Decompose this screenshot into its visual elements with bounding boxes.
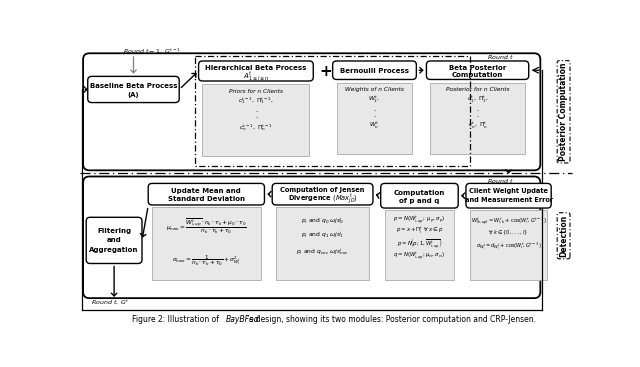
Text: $p_i\ \mathrm{and}\ q_{1}\ \omega js^i_1$: $p_i\ \mathrm{and}\ q_{1}\ \omega js^i_1… bbox=[301, 229, 344, 240]
Text: and: and bbox=[107, 237, 122, 243]
Text: $c_n^{t-1},\ \Pi_n^{t-1}$: $c_n^{t-1},\ \Pi_n^{t-1}$ bbox=[239, 122, 273, 132]
Bar bbox=[152, 207, 260, 280]
Text: Computation: Computation bbox=[394, 190, 445, 196]
Text: $\sigma_{W^t_i}=d_{W^t_i}+\cos(W^t_i,G^{t-1})$: $\sigma_{W^t_i}=d_{W^t_i}+\cos(W^t_i,G^{… bbox=[476, 241, 541, 252]
Text: $p_i\ \mathrm{and}\ q_{0}\ \omega js^i_0$: $p_i\ \mathrm{and}\ q_{0}\ \omega js^i_0… bbox=[301, 215, 344, 226]
Text: .: . bbox=[476, 106, 479, 112]
Text: $q=N(W^t_{i,up};\mu_{ci},\sigma_{ci})$: $q=N(W^t_{i,up};\mu_{ci},\sigma_{ci})$ bbox=[394, 250, 445, 262]
FancyBboxPatch shape bbox=[86, 217, 142, 264]
Bar bbox=[430, 83, 525, 154]
Text: $p_i\ \mathrm{and}\ q_{noc}\ \omega js^i_{noc}$: $p_i\ \mathrm{and}\ q_{noc}\ \omega js^i… bbox=[296, 246, 349, 257]
Text: Computation of Jensen: Computation of Jensen bbox=[280, 187, 365, 193]
Text: BayBFed: BayBFed bbox=[226, 315, 259, 324]
Text: $c^t_1,\ \Pi^t_1,$: $c^t_1,\ \Pi^t_1,$ bbox=[467, 94, 488, 105]
Text: .: . bbox=[255, 107, 257, 113]
Text: Standard Deviation: Standard Deviation bbox=[168, 196, 245, 202]
Text: Baseline Beta Process: Baseline Beta Process bbox=[90, 83, 177, 88]
Text: (A): (A) bbox=[127, 92, 140, 98]
Text: $c^t_n,\ \Pi^t_n$: $c^t_n,\ \Pi^t_n$ bbox=[468, 120, 488, 131]
Text: $W^t_1,$: $W^t_1,$ bbox=[369, 94, 381, 105]
Text: $c_1^{t-1},\ \Pi_1^{t-1},$: $c_1^{t-1},\ \Pi_1^{t-1},$ bbox=[238, 96, 274, 106]
Text: +: + bbox=[319, 64, 332, 79]
Text: $p=x+\Pi^t_i\ \forall\ x\in p$: $p=x+\Pi^t_i\ \forall\ x\in p$ bbox=[396, 226, 444, 236]
Text: $\forall\ k\in\{0,...,l\}$: $\forall\ k\in\{0,...,l\}$ bbox=[488, 229, 529, 237]
Text: Posterior for n Clients: Posterior for n Clients bbox=[446, 87, 509, 92]
FancyBboxPatch shape bbox=[426, 61, 529, 80]
FancyBboxPatch shape bbox=[83, 53, 540, 170]
Text: Posterior Computation: Posterior Computation bbox=[559, 62, 568, 161]
Text: Weights of n Clients: Weights of n Clients bbox=[345, 87, 404, 92]
FancyBboxPatch shape bbox=[148, 184, 264, 205]
Text: $W^t_n$: $W^t_n$ bbox=[369, 120, 380, 131]
FancyBboxPatch shape bbox=[333, 61, 417, 80]
Bar bbox=[385, 210, 454, 280]
Bar bbox=[470, 210, 547, 280]
Text: Computation: Computation bbox=[452, 72, 503, 78]
Text: $p=N\!\left(p;1,\overline{W^t_{i,up}}\right)$: $p=N\!\left(p;1,\overline{W^t_{i,up}}\ri… bbox=[397, 236, 442, 251]
Text: .: . bbox=[373, 112, 376, 118]
Text: $Round\ t,\ G^t$: $Round\ t,\ G^t$ bbox=[91, 299, 130, 307]
Text: $\sigma_{new}=\dfrac{1}{n_k\cdot\tau_k+\tau_0}+\sigma^2_{W_i^t}$: $\sigma_{new}=\dfrac{1}{n_k\cdot\tau_k+\… bbox=[172, 253, 241, 268]
FancyBboxPatch shape bbox=[83, 177, 540, 298]
Text: .: . bbox=[255, 113, 257, 119]
FancyBboxPatch shape bbox=[466, 184, 551, 208]
Text: Figure 2: Illustration of: Figure 2: Illustration of bbox=[132, 315, 221, 324]
FancyBboxPatch shape bbox=[272, 184, 373, 205]
Text: Divergence $(Max^t_{JD})$: Divergence $(Max^t_{JD})$ bbox=[287, 192, 358, 206]
Text: Filtering: Filtering bbox=[97, 228, 131, 234]
Text: $\mu_{new}=\dfrac{\overline{W_{i,up}^t}\cdot n_k\cdot\tau_k+\mu_0\cdot\tau_0}{n_: $\mu_{new}=\dfrac{\overline{W_{i,up}^t}\… bbox=[166, 217, 247, 236]
Bar bbox=[195, 57, 470, 167]
Text: of p and q: of p and q bbox=[399, 198, 440, 204]
Text: $A^t_{1\leq i\leq n}$: $A^t_{1\leq i\leq n}$ bbox=[243, 69, 269, 82]
Text: .: . bbox=[476, 112, 479, 118]
Text: $W^t_{(k,up)}=W^t_{l,k}+\cos(W^t_i,G^{t-1})$: $W^t_{(k,up)}=W^t_{l,k}+\cos(W^t_i,G^{t-… bbox=[471, 216, 547, 228]
Bar bbox=[202, 84, 309, 156]
FancyBboxPatch shape bbox=[381, 184, 458, 208]
Text: Update Mean and: Update Mean and bbox=[172, 188, 241, 194]
Text: Aggregation: Aggregation bbox=[90, 247, 139, 252]
Text: and Measurement Error: and Measurement Error bbox=[465, 197, 552, 203]
Text: $Round\ t$: $Round\ t$ bbox=[487, 177, 514, 185]
Text: $Round\ t-1,\ G^{t-1}$: $Round\ t-1,\ G^{t-1}$ bbox=[123, 47, 180, 55]
Text: .: . bbox=[373, 106, 376, 112]
Bar bbox=[337, 83, 412, 154]
Text: Bernoulli Process: Bernoulli Process bbox=[340, 68, 409, 74]
Text: $Round\ t$: $Round\ t$ bbox=[487, 53, 514, 61]
Bar bbox=[276, 207, 369, 280]
FancyBboxPatch shape bbox=[198, 61, 313, 81]
FancyBboxPatch shape bbox=[88, 76, 179, 102]
Text: ’s design, showing its two modules: Posterior computation and CRP-Jensen.: ’s design, showing its two modules: Post… bbox=[246, 315, 536, 324]
Text: $p=N(W^t_{i,up};\ \mu_p,\sigma_p)$: $p=N(W^t_{i,up};\ \mu_p,\sigma_p)$ bbox=[394, 215, 445, 226]
Text: Client Weight Update: Client Weight Update bbox=[469, 188, 548, 194]
Text: Detection: Detection bbox=[559, 215, 568, 257]
Text: Priors for n Clients: Priors for n Clients bbox=[229, 88, 283, 94]
Text: Hierarchical Beta Process: Hierarchical Beta Process bbox=[205, 65, 307, 71]
Text: Beta Posterior: Beta Posterior bbox=[449, 65, 506, 71]
